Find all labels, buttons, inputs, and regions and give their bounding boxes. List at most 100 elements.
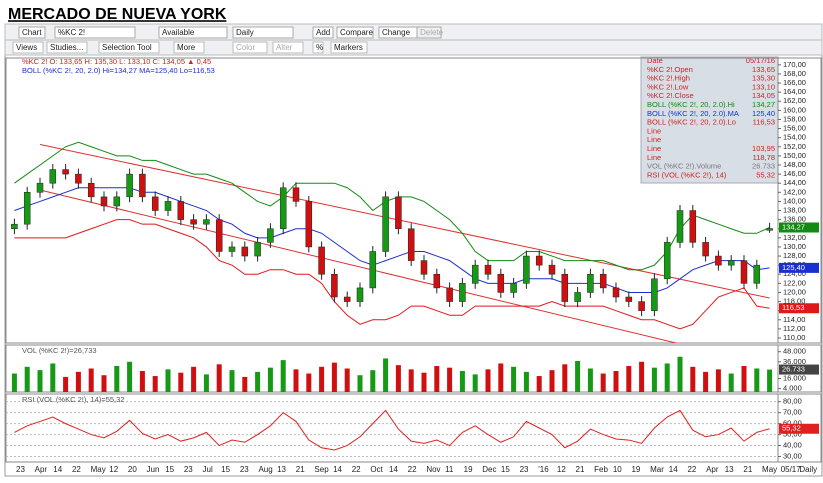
toolbar-button[interactable] [416,26,442,39]
y-tick-label: 162,00 [783,96,806,105]
toolbar-label[interactable]: Daily [236,28,254,37]
info-value: 133,10 [752,82,775,91]
toolbar-button[interactable] [46,41,88,54]
panel-frame [5,393,822,463]
toolbar-button[interactable] [12,41,44,54]
toolbar-button[interactable] [336,26,374,39]
volume-bar [408,369,414,392]
y-tick-label: 40,00 [783,441,802,450]
toolbar-button[interactable] [232,41,268,54]
toolbar-button[interactable] [312,41,324,54]
toolbar-label[interactable]: Chart [22,28,42,37]
volume-bar [677,356,683,392]
last-value-bg [779,303,819,314]
toolbar-label[interactable]: % [316,43,323,52]
x-axis-label: 14 [669,465,678,474]
volume-bar [767,369,773,392]
toolbar-label[interactable]: Alter [276,43,293,52]
info-label: Line [647,135,661,144]
x-axis-label: 14 [333,465,342,474]
x-axis-label: 21 [296,465,305,474]
candle-body [523,255,530,284]
y-tick-label: 118,00 [783,297,805,306]
y-tick-label: 60,00 [783,419,802,428]
volume-bar [344,368,350,392]
toolbar-label[interactable]: Studies... [50,43,83,52]
toolbar-label[interactable]: Color [236,43,255,52]
y-tick-label: 158,00 [783,114,806,123]
volume-bar [24,366,30,392]
toolbar-button[interactable] [158,26,228,39]
toolbar-button[interactable] [232,26,294,39]
toolbar-label[interactable]: Compare [340,28,373,37]
volume-bar [511,366,517,392]
toolbar-button[interactable] [54,26,136,39]
volume-bar [690,366,696,392]
candle-body [305,201,313,248]
candle-body [254,242,261,257]
volume-bar [203,374,209,392]
toolbar-button[interactable] [18,26,46,39]
toolbar-button[interactable] [272,41,304,54]
info-value: 55,32 [756,170,775,179]
info-value: 133,65 [752,65,775,74]
toolbar-label[interactable]: Delete [420,28,444,37]
last-value-label: 134,27 [782,222,805,231]
toolbar-label[interactable]: Markers [334,43,363,52]
x-axis-label: 19 [464,465,473,474]
toolbar-button[interactable] [173,41,205,54]
candle-body [228,246,236,252]
volume-bar [485,369,491,392]
candle-body [497,274,505,293]
candle-body [612,287,620,298]
candle-body [715,255,722,266]
volume-bar [754,368,760,392]
volume-bar [280,360,286,392]
volume-bar [242,376,248,392]
toolbar-button[interactable] [98,41,160,54]
y-tick-label: 154,00 [783,133,806,142]
candle-body [49,169,57,184]
x-axis-label: 11 [445,465,454,474]
toolbar-button[interactable] [312,26,334,39]
last-value-bg [779,423,819,434]
info-value: 103,95 [752,144,775,153]
toolbar-label[interactable]: Selection Tool [102,43,152,52]
toolbar-button[interactable] [330,41,368,54]
candle-body [343,296,351,302]
candle-body [292,187,300,202]
volume-bar [88,368,94,392]
toolbar-label[interactable]: Views [16,43,37,52]
x-axis-label: Feb [594,465,608,474]
x-axis-label: 10 [613,465,622,474]
candle-body [484,264,492,275]
candle-body [36,182,44,193]
volume-bar [75,371,81,392]
x-axis-label: 15 [221,465,230,474]
volume-bar [178,372,184,392]
candle-body [561,274,569,302]
x-axis-label: 21 [576,465,585,474]
toolbar-label[interactable]: More [177,43,196,52]
page-title: MERCADO DE NUEVA YORK [8,6,227,23]
y-tick-label: 16.000 [783,374,806,383]
y-tick-label: 50,00 [783,430,802,439]
volume-bar [664,363,670,392]
candle-body [23,192,31,225]
toolbar-label[interactable]: Add [316,28,330,37]
candle-body [689,210,697,243]
y-tick-label: 136,00 [783,215,806,224]
y-tick-label: 148,00 [783,160,806,169]
volume-bar [421,372,427,392]
y-tick-label: 166,00 [783,78,806,87]
y-tick-label: 132,00 [783,233,806,242]
info-value: 118,78 [753,153,775,162]
toolbar-label[interactable]: Available [162,28,195,37]
y-tick-label: 48.000 [783,347,806,356]
x-axis-label: 14 [389,465,398,474]
toolbar-label[interactable]: Change [382,28,411,37]
toolbar-label[interactable]: %KC 2! [58,28,85,37]
y-tick-label: 164,00 [783,87,806,96]
candle-body [599,274,607,289]
